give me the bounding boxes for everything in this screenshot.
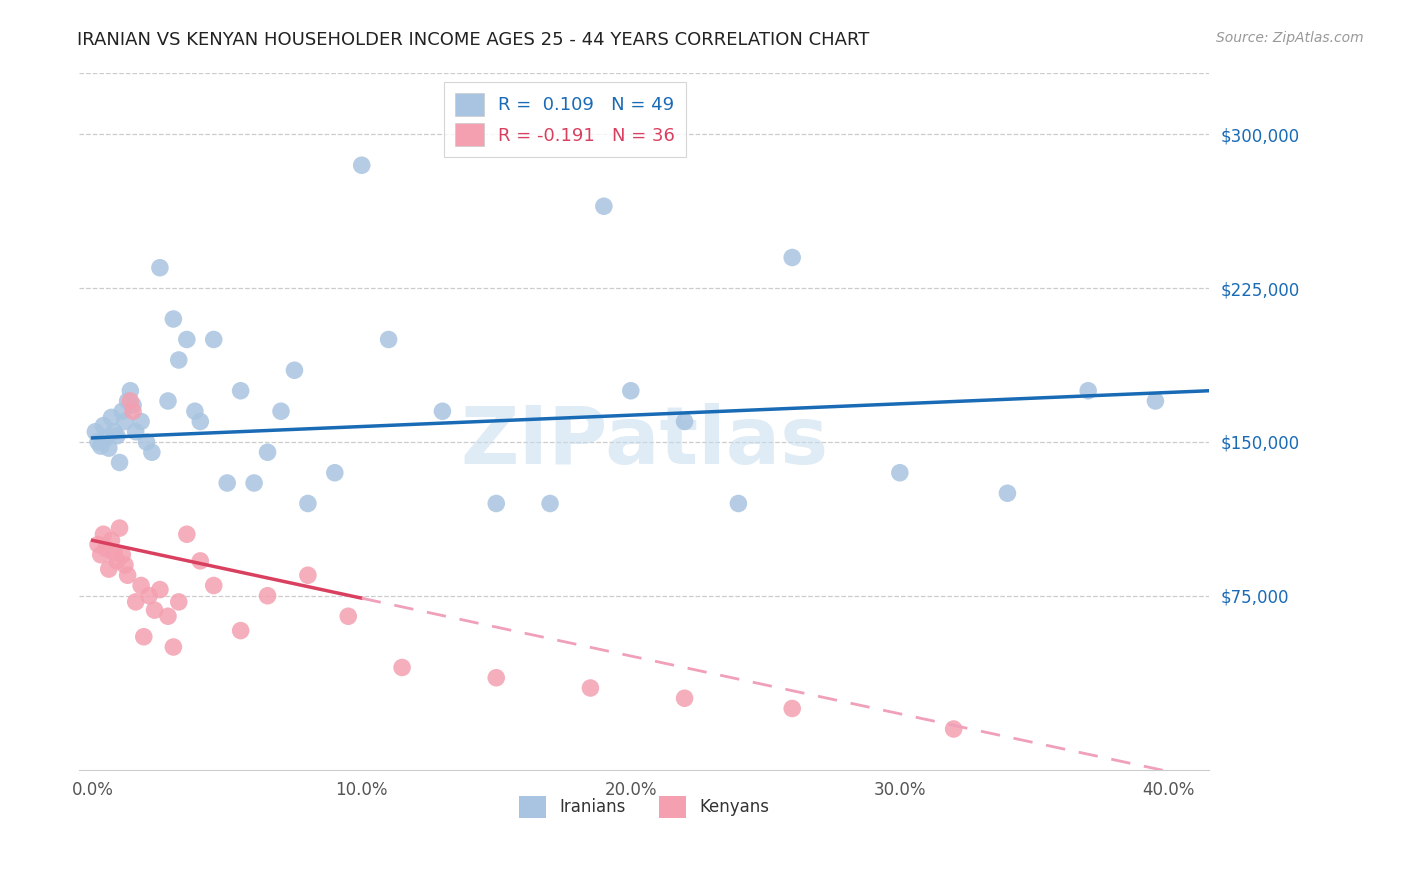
Point (100, 410, 122, 425)
Point (256, 445, 278, 459)
Point (132, 630, 155, 644)
Point (120, 394, 142, 409)
Point (1077, 384, 1099, 398)
Point (94, 431, 117, 445)
Point (149, 260, 172, 275)
Point (377, 333, 399, 347)
Point (135, 435, 157, 450)
Point (111, 404, 134, 418)
Point (84, 425, 107, 439)
Point (620, 384, 643, 398)
Point (485, 496, 508, 510)
Point (156, 394, 179, 409)
Text: IRANIAN VS KENYAN HOUSEHOLDER INCOME AGES 25 - 44 YEARS CORRELATION CHART: IRANIAN VS KENYAN HOUSEHOLDER INCOME AGE… (77, 31, 870, 49)
Point (122, 398, 145, 412)
Point (162, 640, 184, 654)
Point (592, 199, 614, 213)
Point (167, 353, 190, 368)
Point (176, 333, 198, 347)
Point (485, 671, 508, 685)
Point (579, 681, 602, 695)
Point (229, 624, 252, 638)
Point (270, 404, 292, 418)
Point (125, 595, 148, 609)
Point (129, 415, 152, 429)
Point (297, 496, 319, 510)
Point (243, 475, 266, 490)
Point (283, 363, 305, 377)
Point (97, 441, 120, 455)
Point (149, 582, 172, 597)
Point (93, 418, 115, 433)
Text: ZIPatlas: ZIPatlas (460, 403, 828, 482)
Point (114, 558, 136, 572)
Point (350, 158, 373, 172)
Point (94, 541, 117, 556)
Point (138, 589, 160, 603)
Point (143, 603, 166, 617)
Point (337, 609, 360, 624)
Point (391, 660, 413, 674)
Point (120, 384, 142, 398)
Point (188, 415, 211, 429)
Point (673, 415, 696, 429)
Point (176, 527, 198, 541)
Point (93, 527, 115, 541)
Point (229, 384, 252, 398)
Point (538, 496, 561, 510)
Point (114, 415, 136, 429)
Point (184, 404, 207, 418)
Point (125, 425, 148, 439)
Point (97, 562, 120, 576)
Text: Source: ZipAtlas.com: Source: ZipAtlas.com (1216, 31, 1364, 45)
Point (202, 333, 225, 347)
Point (90, 548, 112, 562)
Legend: Iranians, Kenyans: Iranians, Kenyans (513, 789, 776, 824)
Point (122, 404, 145, 418)
Point (90, 439, 112, 453)
Point (117, 568, 139, 582)
Point (103, 425, 125, 439)
Point (202, 578, 225, 592)
Point (156, 609, 179, 624)
Point (129, 578, 152, 592)
Point (780, 701, 803, 715)
Point (111, 548, 134, 562)
Point (141, 445, 163, 459)
Point (108, 455, 131, 469)
Point (1144, 394, 1167, 409)
Point (889, 466, 911, 480)
Point (997, 486, 1019, 500)
Point (727, 496, 749, 510)
Point (167, 595, 190, 609)
Point (103, 546, 125, 560)
Point (188, 554, 211, 568)
Point (162, 312, 184, 326)
Point (105, 554, 128, 568)
Point (217, 475, 239, 490)
Point (323, 466, 346, 480)
Point (87, 537, 110, 551)
Point (780, 251, 803, 265)
Point (108, 521, 131, 535)
Point (117, 394, 139, 409)
Point (432, 404, 454, 418)
Point (942, 722, 965, 736)
Point (673, 691, 696, 706)
Point (297, 568, 319, 582)
Point (105, 429, 128, 443)
Point (100, 533, 122, 548)
Point (87, 435, 110, 450)
Point (256, 589, 278, 603)
